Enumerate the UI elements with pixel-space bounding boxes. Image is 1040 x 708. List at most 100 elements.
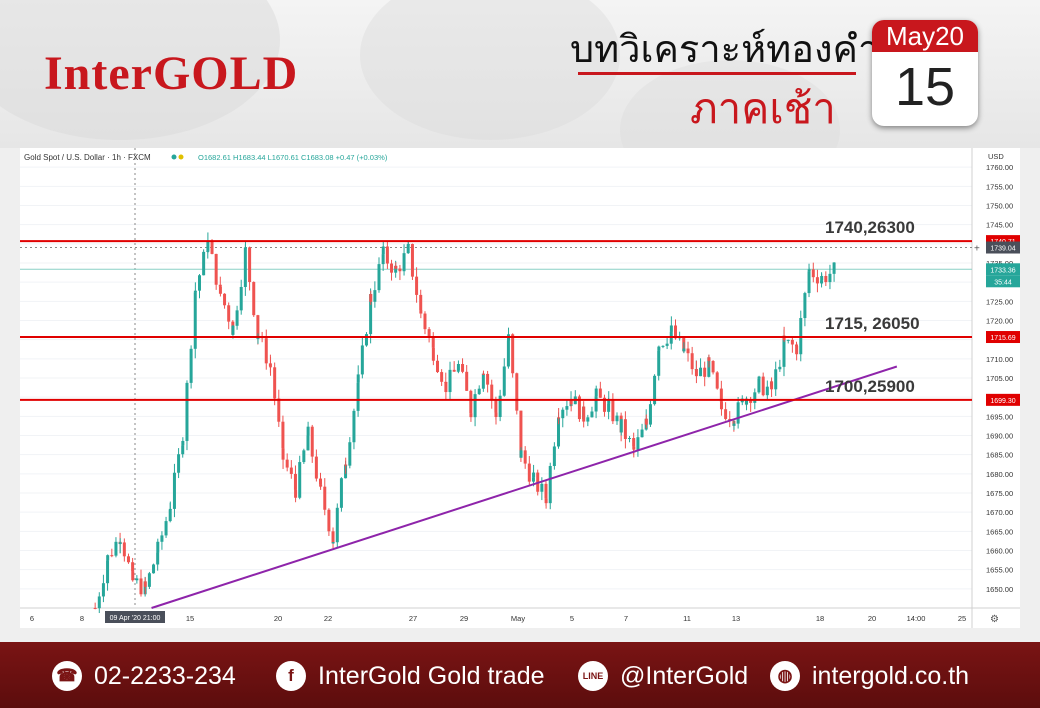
candle-body [114,541,118,556]
calendar-month: May20 [872,20,978,52]
candle-body [557,417,561,419]
candle-body [653,375,657,405]
candle-body [515,373,519,411]
ohlc-values: O1682.61 H1683.44 L1670.61 C1683.08 +0.4… [198,153,388,162]
candle-body [440,372,444,382]
last-price-tag: 1733.36 [990,267,1015,274]
candle-body [544,498,548,504]
candle-body [815,277,819,284]
candle-body [532,472,536,478]
candle-body [269,366,273,368]
candle-body [419,294,423,311]
candle-body [381,246,385,255]
website-contact[interactable]: ◍ intergold.co.th [770,661,969,691]
candle-body [527,463,531,482]
candle-body [511,334,515,374]
candle-body [164,521,168,536]
time-tick-label: 14:00 [907,614,926,623]
candle-body [632,446,636,450]
candle-body [444,382,448,393]
candle-body [289,467,293,474]
currency-label: USD [988,152,1004,161]
candle-body [724,409,728,419]
candle-body [694,369,698,377]
calendar-day: 15 [894,57,956,117]
crosshair-price-tag-box [986,241,1020,254]
phone-contact[interactable]: ☎ 02-2233-234 [52,661,236,691]
candle-body [619,419,623,433]
bar-countdown-tag: 35:44 [994,279,1012,286]
candle-body [172,472,176,509]
candle-body [294,489,298,498]
price-tick-label: 1690.00 [986,432,1013,441]
candle-body [331,542,335,544]
candle-body [648,404,652,425]
facebook-name: InterGold Gold trade [318,661,545,690]
price-tick-label: 1695.00 [986,412,1013,421]
candle-body [139,578,143,595]
candle-body [339,478,343,508]
candle-body [319,484,323,487]
candle-body [715,372,719,389]
status-dot [178,154,184,160]
candle-body [256,315,260,339]
candle-body [615,415,619,422]
candle-body [298,462,302,498]
candle-body [97,596,101,609]
candle-body [790,339,794,345]
candle-body [481,373,485,389]
candle-body [690,353,694,370]
candle-body [569,399,573,405]
candle-body [644,418,648,425]
candle-body [106,560,110,584]
candle-body [323,486,327,510]
candle-body [398,268,402,272]
candle-body [803,293,807,319]
candle-body [285,459,289,468]
candle-body [177,454,181,473]
candle-body [252,282,256,316]
candle-body [795,345,799,355]
price-tick-label: 1750.00 [986,202,1013,211]
candle-body [598,388,602,398]
candle-body [745,399,749,405]
price-tick-label: 1650.00 [986,585,1013,594]
level-price-tag-label: 1699.30 [990,398,1015,405]
price-tick-label: 1665.00 [986,527,1013,536]
line-id: @InterGold [620,661,749,690]
candle-body [406,244,410,246]
candle-body [406,244,410,254]
candle-body [160,535,164,542]
title-underline [578,72,856,75]
candle-body [360,345,364,375]
candle-body [607,403,611,412]
candle-body [189,348,193,383]
level-price-tag-label: 1715.69 [990,335,1015,342]
candle-body [369,294,373,335]
level-annotation: 1715, 26050 [825,314,920,333]
candle-body [636,437,640,450]
level-annotation: 1740,26300 [825,218,915,237]
candle-body [707,357,711,362]
candle-body [703,367,707,377]
candle-body [293,473,297,490]
candle-body [314,456,318,479]
candle-body [469,413,473,418]
candle-body [277,398,281,422]
facebook-contact[interactable]: f InterGold Gold trade [276,661,545,691]
candle-body [352,410,356,443]
candle-body [753,392,757,403]
candle-body [665,343,669,346]
line-contact[interactable]: LINE @InterGold [578,661,748,691]
time-tick-label: 18 [816,614,824,623]
session-title: ภาคเช้า [690,85,836,132]
candle-body [456,363,460,371]
candle-body [494,412,498,418]
candle-body [577,396,581,420]
candle-body [126,556,130,563]
candle-body [623,419,627,439]
candle-body [498,395,502,418]
candle-body [181,440,185,446]
candle-body [765,386,769,396]
candle-body [757,376,761,379]
